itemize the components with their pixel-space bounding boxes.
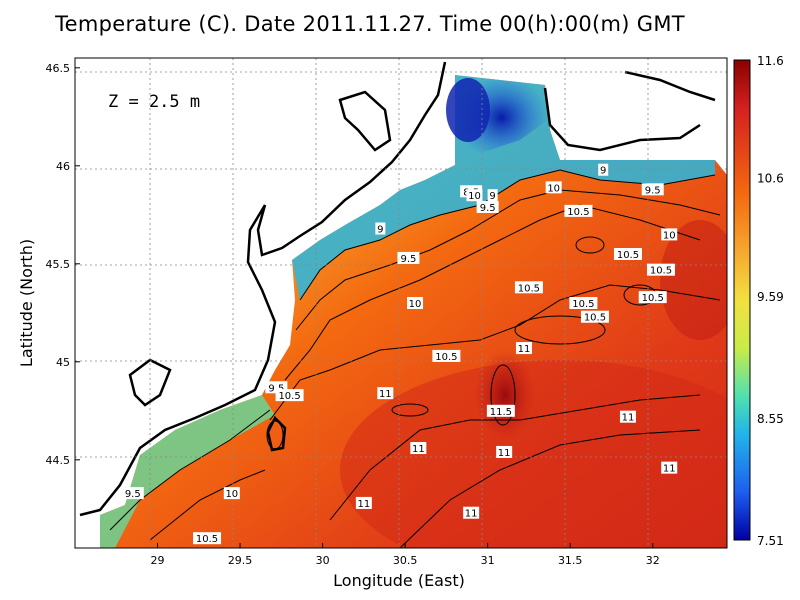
x-axis-ticks: 29 29.5 30 30.5 31 31.5 32 bbox=[151, 543, 660, 567]
contour-label: 9 bbox=[377, 225, 383, 236]
contour-label-box bbox=[193, 532, 222, 545]
x-tick-label: 31.5 bbox=[558, 554, 583, 567]
y-tick-label: 45.5 bbox=[46, 258, 71, 271]
contour-label: 9.5 bbox=[125, 489, 141, 500]
contour-label: 10 bbox=[547, 183, 560, 194]
contour-label-box bbox=[486, 404, 515, 417]
x-tick-label: 30.5 bbox=[393, 554, 418, 567]
contour-label: 10.5 bbox=[196, 534, 218, 545]
y-tick-label: 44.5 bbox=[46, 454, 71, 467]
contour-label-box bbox=[641, 183, 664, 196]
contour-label-box bbox=[466, 189, 483, 202]
x-tick-label: 31 bbox=[481, 554, 495, 567]
contour-label-box bbox=[619, 410, 636, 423]
y-tick-label: 46.5 bbox=[46, 62, 71, 75]
contour-label: 10.5 bbox=[567, 207, 589, 218]
contour-label-box bbox=[613, 248, 642, 260]
map-title: Temperature (C). Date 2011.11.27. Time 0… bbox=[55, 12, 685, 36]
contour-label: 10.5 bbox=[650, 266, 672, 277]
contour-label: 9.5 bbox=[268, 383, 284, 394]
contour-label-box bbox=[463, 506, 480, 519]
contour-label: 10.5 bbox=[435, 352, 457, 363]
depth-label: Z = 2.5 m bbox=[108, 92, 200, 112]
colorbar-tick-label: 7.51 bbox=[757, 534, 784, 548]
contour-label-box bbox=[661, 461, 678, 474]
contour-label: 9.5 bbox=[645, 185, 661, 196]
y-axis-ticks: 44.5 45 45.5 46 46.5 bbox=[46, 62, 80, 467]
contour-label: 10.5 bbox=[278, 391, 300, 402]
contour-label-box bbox=[397, 251, 420, 264]
contour-label-box bbox=[514, 281, 543, 294]
contour-label-box bbox=[487, 189, 498, 202]
contour-label-box bbox=[275, 389, 304, 402]
contour-label-box bbox=[545, 181, 562, 194]
contour-labels: 98.59109.59.51010.599.51010.510.510.510.… bbox=[121, 163, 678, 545]
contour-label: 10 bbox=[468, 191, 481, 202]
contour-label: 9.5 bbox=[400, 254, 416, 265]
contour-label-box bbox=[496, 445, 513, 458]
x-axis-label: Longitude (East) bbox=[333, 571, 465, 590]
contour-label: 9 bbox=[600, 166, 606, 177]
contour-label: 9 bbox=[489, 191, 495, 202]
contour-label: 10.5 bbox=[617, 250, 639, 261]
temperature-field: 98.59109.59.51010.599.51010.510.510.510.… bbox=[75, 58, 727, 548]
contour-label: 11 bbox=[663, 464, 676, 475]
contour-label-box bbox=[410, 442, 427, 455]
contour-label-box bbox=[375, 222, 386, 235]
contour-label-box bbox=[432, 349, 461, 362]
colorbar bbox=[733, 59, 751, 541]
contour-label: 10 bbox=[409, 299, 422, 310]
colorbar-tick-label: 10.6 bbox=[757, 171, 784, 185]
contour-label: 10 bbox=[663, 230, 676, 241]
x-tick-label: 29.5 bbox=[228, 554, 253, 567]
contour-label: 9.5 bbox=[480, 203, 496, 214]
contour-label-box bbox=[377, 387, 394, 400]
colorbar-tick-label: 11.6 bbox=[757, 54, 784, 68]
contour-label-box bbox=[564, 204, 593, 217]
contour-label-box bbox=[515, 342, 532, 355]
colorbar-tick-label: 9.59 bbox=[757, 290, 784, 304]
contour-label-box bbox=[646, 263, 675, 276]
contour-label: 11 bbox=[498, 448, 511, 459]
contour-label: 10.5 bbox=[584, 313, 606, 324]
colorbar-tick-label: 8.55 bbox=[757, 412, 784, 426]
contour-label: 11 bbox=[379, 389, 392, 400]
x-tick-label: 32 bbox=[646, 554, 660, 567]
contour-label: 11 bbox=[622, 413, 635, 424]
contour-label: 10 bbox=[225, 489, 238, 500]
x-tick-label: 29 bbox=[151, 554, 165, 567]
contour-label: 10.5 bbox=[642, 293, 664, 304]
contour-label: 11 bbox=[412, 444, 425, 455]
contour-label-box bbox=[476, 200, 499, 213]
contour-label-box bbox=[407, 297, 424, 309]
contour-lines bbox=[109, 169, 721, 548]
contour-label-box bbox=[598, 163, 609, 176]
contour-label-box bbox=[121, 487, 144, 500]
colorbar-ticks: 11.6 10.6 9.59 8.55 7.51 bbox=[757, 54, 784, 548]
contour-label: 10.5 bbox=[518, 283, 540, 294]
coastline bbox=[79, 61, 716, 517]
plot-frame bbox=[74, 57, 728, 549]
contour-label: 10.5 bbox=[572, 299, 594, 310]
contour-label: 11.5 bbox=[490, 407, 512, 418]
contour-label-box bbox=[355, 496, 372, 509]
y-axis-label: Latitude (North) bbox=[17, 239, 36, 367]
contour-label-box bbox=[223, 487, 240, 500]
contour-label: 11 bbox=[357, 499, 370, 510]
contour-label-box bbox=[580, 310, 609, 323]
contour-label: 11 bbox=[518, 344, 531, 355]
x-tick-label: 30 bbox=[316, 554, 330, 567]
y-tick-label: 45 bbox=[56, 356, 70, 369]
contour-label-box bbox=[638, 291, 667, 304]
contour-label: 11 bbox=[465, 509, 478, 520]
y-tick-label: 46 bbox=[56, 160, 70, 173]
contour-label-box bbox=[569, 297, 598, 309]
contour-label-box bbox=[661, 228, 678, 241]
